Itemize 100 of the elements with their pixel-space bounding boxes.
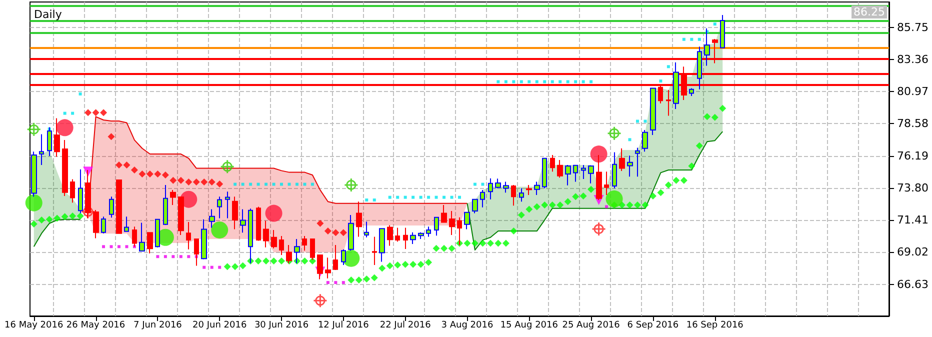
point: [344, 178, 358, 192]
candlestick: [333, 244, 338, 271]
point: [427, 196, 430, 199]
candlestick: [426, 226, 431, 238]
candlestick: [217, 196, 222, 219]
candlestick: [581, 164, 586, 180]
candlestick: [410, 232, 416, 244]
point: [365, 198, 368, 202]
candlestick: [596, 154, 602, 200]
point: [543, 80, 546, 84]
point: [102, 245, 106, 248]
point: [592, 222, 606, 236]
point: [115, 162, 122, 169]
point: [458, 196, 461, 199]
candlestick: [542, 158, 547, 189]
point: [108, 133, 115, 140]
point: [249, 182, 252, 186]
point: [220, 159, 235, 174]
point: [342, 281, 345, 284]
candlestick: [93, 209, 99, 239]
point: [590, 146, 608, 163]
x-tick-label: 3 Aug 2016: [441, 320, 494, 330]
point: [179, 255, 182, 258]
x-tick-label: 30 Jun 2016: [254, 320, 309, 330]
point: [177, 176, 184, 184]
point: [211, 221, 228, 238]
point: [25, 194, 42, 212]
point: [63, 112, 66, 115]
candlestick: [689, 88, 694, 96]
y-tick-label: 83.36: [897, 52, 928, 66]
x-tick-label: 20 Jun 2016: [192, 320, 247, 330]
point: [504, 80, 508, 84]
candlestick: [101, 216, 106, 234]
point: [295, 182, 298, 186]
y-tick-label: 78.58: [897, 117, 928, 130]
point: [56, 119, 74, 136]
candlestick: [464, 212, 470, 230]
candlestick: [395, 227, 400, 242]
point: [303, 182, 306, 186]
candlestick: [124, 216, 129, 232]
candlestick: [526, 184, 532, 196]
x-tick-label: 12 Jul 2016: [318, 320, 370, 330]
point: [218, 266, 222, 269]
point: [520, 80, 523, 84]
x-tick-label: 22 Jul 2016: [380, 320, 432, 330]
x-tick-label: 6 Sep 2016: [627, 320, 679, 330]
candlestick: [163, 184, 168, 226]
x-tick-label: 26 May 2016: [66, 320, 126, 330]
x-tick-label: 25 Aug 2016: [562, 320, 620, 330]
point: [200, 178, 208, 186]
x-tick-label: 16 Sep 2016: [686, 320, 744, 330]
y-tick-label: 76.19: [897, 149, 928, 162]
candlestick: [604, 171, 609, 196]
candlestick: [248, 208, 253, 264]
candlestick: [449, 210, 455, 236]
candlestick: [720, 14, 725, 48]
point: [130, 166, 138, 174]
candlestick: [209, 208, 215, 228]
point: [316, 220, 324, 227]
candlestick: [348, 214, 354, 252]
point: [110, 245, 113, 248]
point: [185, 178, 192, 186]
point: [334, 281, 338, 284]
point: [78, 92, 82, 96]
point: [192, 178, 200, 186]
point: [172, 255, 175, 258]
y-tick-label: 69.02: [897, 246, 928, 259]
point: [100, 109, 108, 116]
candlestick: [302, 236, 307, 252]
candlestick: [627, 155, 633, 178]
candlestick: [480, 190, 485, 208]
candlestick: [635, 147, 640, 178]
point: [481, 182, 484, 186]
point: [574, 80, 578, 84]
point: [210, 266, 214, 269]
candlestick: [697, 46, 702, 90]
y-tick-label: 73.80: [897, 181, 928, 194]
candlestick: [673, 62, 679, 110]
candlestick: [263, 220, 269, 248]
candlestick: [379, 228, 385, 262]
candlestick: [232, 196, 238, 230]
point: [434, 196, 438, 199]
point: [154, 170, 162, 178]
y-tick-label: 85.75: [897, 20, 928, 34]
point: [324, 228, 332, 235]
point: [123, 162, 130, 169]
point: [636, 120, 639, 123]
point: [241, 182, 244, 186]
point: [512, 80, 516, 84]
point: [412, 196, 415, 199]
candlestick: [39, 134, 44, 166]
candlestick: [178, 196, 184, 236]
point: [698, 38, 701, 41]
point: [92, 109, 100, 116]
point: [690, 38, 694, 41]
point: [332, 229, 340, 236]
point: [138, 170, 146, 178]
candlestick: [619, 148, 625, 172]
point: [164, 255, 167, 258]
point: [566, 80, 570, 84]
